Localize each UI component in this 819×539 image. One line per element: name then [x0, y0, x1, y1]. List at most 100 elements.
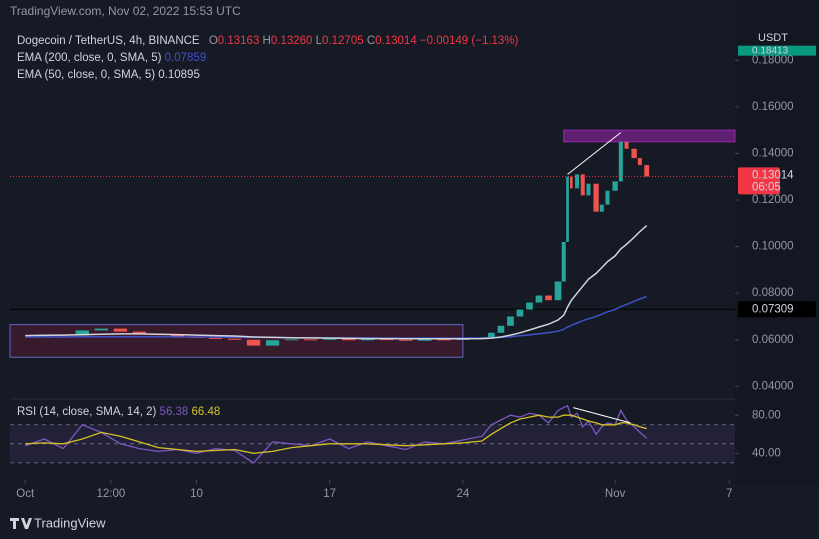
ohlc-key: H — [263, 35, 271, 47]
candle — [75, 330, 89, 336]
ohlc-key: O — [209, 35, 218, 47]
level-badge — [738, 301, 816, 318]
candle — [516, 309, 524, 317]
ohlc-value: 0.13163 — [218, 35, 260, 47]
ohlc-value: 0.12705 — [322, 35, 364, 47]
y-tick-label: 0.12000 — [752, 194, 794, 206]
x-tick-label: 12:00 — [96, 488, 125, 500]
y-tick-label: 0.14000 — [752, 147, 794, 159]
candle — [580, 174, 585, 196]
x-tick-label: 10 — [190, 488, 203, 500]
ohlc-key: L — [316, 35, 323, 47]
legend-name: EMA (50, close, 0, SMA, 5) — [17, 69, 155, 81]
candle — [631, 148, 637, 159]
x-tick-label: 24 — [456, 488, 469, 500]
rsi-line — [25, 414, 647, 454]
candle — [488, 332, 495, 338]
y-tick-label: 80.00 — [752, 409, 781, 421]
candle — [586, 183, 591, 196]
candle — [612, 181, 618, 191]
y-tick-label: 40.00 — [752, 447, 781, 459]
y-tick-label: 0.10000 — [752, 241, 794, 253]
candle — [132, 331, 147, 334]
candle — [418, 339, 432, 341]
price-badge — [738, 167, 780, 195]
candle — [170, 335, 185, 337]
candle — [208, 337, 223, 339]
x-tick-label: Oct — [16, 488, 35, 500]
legend-value: 0.07859 — [165, 52, 207, 64]
y-tick-label: 0.16000 — [752, 101, 794, 113]
candle — [265, 340, 280, 346]
candle — [599, 204, 604, 212]
candle — [566, 176, 569, 242]
price-label: 0.13014 — [752, 169, 794, 181]
top-badge-label: 0.18413 — [752, 45, 789, 56]
candle — [624, 141, 629, 149]
y-tick-label: 0.08000 — [752, 287, 794, 299]
candle — [561, 241, 566, 282]
candle — [644, 165, 650, 177]
candle — [246, 339, 261, 346]
candle — [593, 183, 599, 212]
candle — [323, 338, 337, 340]
x-tick-label: 17 — [323, 488, 336, 500]
legend-name: RSI (14, close, SMA, 14, 2) — [17, 406, 157, 418]
legend-value: 66.48 — [192, 406, 221, 418]
level-label: 0.07309 — [752, 303, 794, 315]
candle — [284, 339, 299, 341]
marks: 0.04000 0.06000 0.08000 0.10000 0.12000 0.140… — [9, 45, 816, 500]
logo — [10, 518, 32, 529]
legend-name: EMA (200, close, 0, SMA, 5) — [17, 52, 162, 64]
footer: TradingView — [34, 515, 106, 530]
symbol: Dogecoin / TetherUS, 4h, BINANCE — [17, 35, 200, 47]
y-tick-label: 0.06000 — [752, 334, 794, 346]
legend-rsi: RSI (14, close, SMA, 14, 2) 56.38 66.48 — [17, 406, 220, 418]
ohlc-key: C — [367, 35, 375, 47]
candle — [526, 302, 533, 310]
y-tick-label: 0.04000 — [752, 380, 794, 392]
zone-box — [9, 324, 464, 358]
candle — [380, 339, 394, 341]
candle — [545, 295, 552, 301]
candle — [575, 174, 580, 189]
candle — [507, 316, 514, 326]
watermark: TradingView.com, Nov 02, 2022 15:53 UTC — [10, 4, 241, 18]
price-axis — [735, 0, 819, 484]
y-tick-label: 0.18000 — [752, 54, 794, 66]
candle — [497, 325, 505, 333]
candle — [227, 338, 242, 340]
legend-value: 56.38 — [160, 406, 189, 418]
countdown: 06:05 — [752, 181, 781, 193]
candle — [342, 338, 356, 341]
ema-line — [25, 225, 648, 340]
candle — [303, 339, 318, 341]
ohlc-value: 0.13260 — [271, 35, 313, 47]
candle — [113, 328, 128, 332]
candle — [361, 339, 375, 341]
candle — [535, 295, 543, 303]
candle — [437, 339, 451, 341]
x-tick-label: 7 — [726, 488, 732, 500]
zone-box — [563, 129, 736, 143]
candle — [570, 176, 573, 189]
change: −0.00149 (−1.13%) — [420, 35, 519, 47]
legend-main: Dogecoin / TetherUS, 4h, BINANCE O0.1316… — [17, 35, 519, 47]
candle — [637, 158, 642, 166]
candle — [399, 339, 413, 341]
legend-value: 0.10895 — [158, 69, 200, 81]
trendline — [567, 132, 622, 175]
legend-ema50: EMA (50, close, 0, SMA, 5) 0.10895 — [17, 69, 200, 81]
candle — [554, 281, 562, 301]
rsi-trendline — [573, 407, 631, 424]
top-badge — [738, 45, 816, 56]
legend-ema200: EMA (200, close, 0, SMA, 5) 0.07859 — [17, 52, 206, 64]
candle — [94, 328, 108, 331]
currency: USDT — [758, 32, 788, 44]
x-tick-label: Nov — [605, 488, 626, 500]
candle — [618, 141, 623, 182]
candle — [605, 190, 610, 205]
ohlc-value: 0.13014 — [375, 35, 417, 47]
